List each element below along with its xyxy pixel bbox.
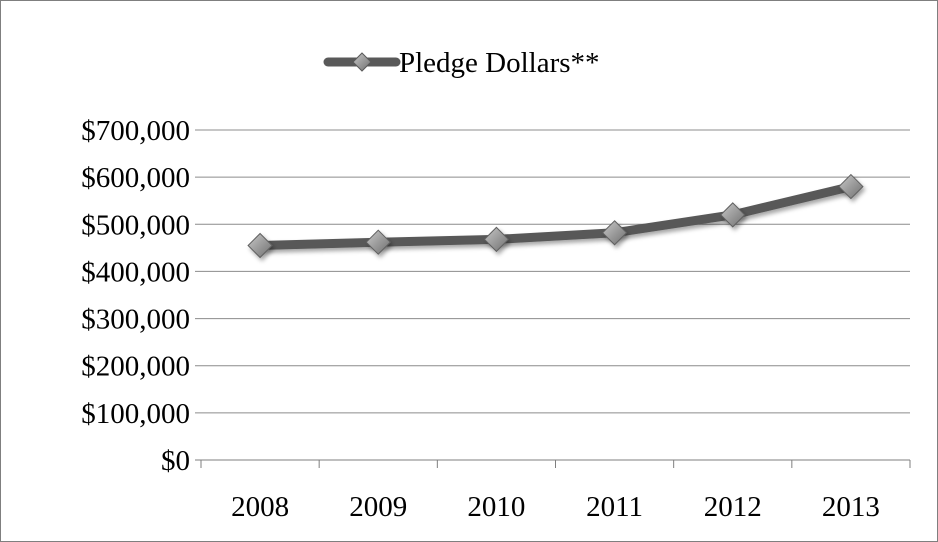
x-axis-tick-labels: 2008 2009 2010 2011 2012 2013 [231, 491, 880, 523]
data-point-marker [721, 203, 745, 227]
y-tick-label: $700,000 [81, 115, 190, 147]
y-tick-label: $100,000 [81, 398, 190, 430]
y-tick-label: $600,000 [81, 162, 190, 194]
y-tick-label: $500,000 [81, 209, 190, 241]
series-line [260, 187, 851, 246]
legend: Pledge Dollars** [328, 47, 600, 79]
y-axis-tick-labels: $0 $100,000 $200,000 $300,000 $400,000 $500,0… [81, 115, 190, 477]
y-tick-label: $0 [161, 445, 190, 477]
x-tick-label: 2010 [467, 491, 525, 523]
legend-marker-icon [353, 53, 371, 71]
x-tick-label: 2008 [231, 491, 289, 523]
data-point-marker [484, 227, 508, 251]
data-point-marker [248, 234, 272, 258]
gridlines [195, 130, 910, 460]
x-tick-label: 2012 [704, 491, 762, 523]
y-tick-label: $300,000 [81, 304, 190, 336]
y-tick-label: $400,000 [81, 256, 190, 288]
data-point-marker [839, 175, 863, 199]
y-tick-label: $200,000 [81, 351, 190, 383]
series-pledge-dollars [248, 175, 863, 258]
x-tick-label: 2011 [586, 491, 643, 523]
x-tick-label: 2013 [822, 491, 880, 523]
data-point-marker [366, 230, 390, 254]
legend-label: Pledge Dollars** [399, 47, 600, 79]
x-axis [201, 460, 910, 468]
x-tick-label: 2009 [349, 491, 407, 523]
